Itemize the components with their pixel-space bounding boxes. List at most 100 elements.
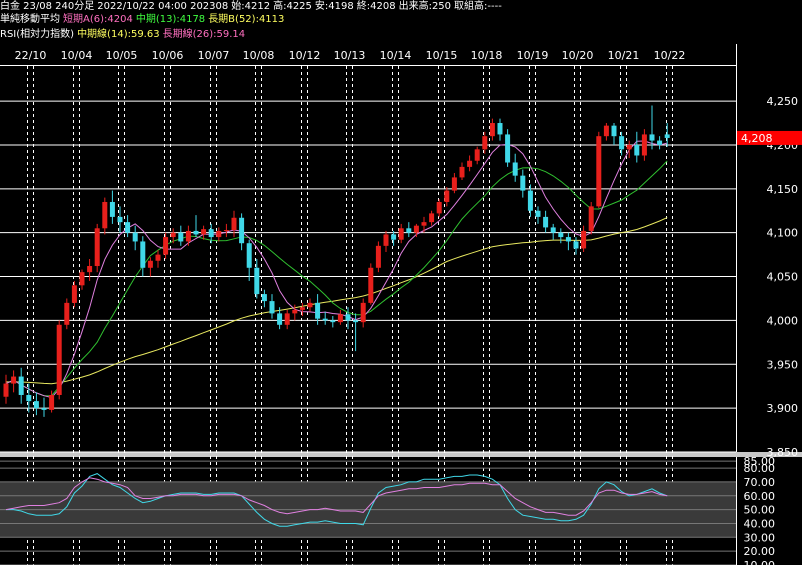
- candle-body: [512, 162, 518, 176]
- candle-body: [657, 140, 663, 145]
- quote-header: 白金 23/08 240分足 2022/10/22 04:00 202308 始:4…: [0, 0, 505, 13]
- quote-datetime: 2022/10/22 04:00 202308: [97, 1, 229, 12]
- candle-body: [603, 125, 609, 137]
- candle-body: [307, 302, 313, 308]
- candle-body: [527, 190, 533, 211]
- ma-legend: 単純移動平均 短期A(6):4204 中期(13):4178 長期B(52):4113: [0, 13, 287, 26]
- candle-body: [322, 318, 328, 321]
- rsi-tick-label: 80.00: [744, 462, 776, 475]
- rsi-tick-label: 20.00: [744, 545, 776, 558]
- date-tick-label: 10/06: [152, 49, 184, 62]
- rsi-tick-label: 40.00: [744, 517, 776, 530]
- date-tick-label: 10/19: [517, 49, 549, 62]
- candle-body: [3, 383, 9, 397]
- ma-legend-short: 短期A(6):4204: [63, 14, 133, 25]
- candle-body: [543, 216, 549, 228]
- rsi-tick-label: 85.00: [744, 455, 776, 468]
- candle-body: [467, 160, 473, 167]
- candle-body: [406, 228, 412, 233]
- ma-legend-mid: 中期(13):4178: [135, 14, 206, 25]
- candle-body: [79, 272, 85, 286]
- candle-body: [482, 136, 488, 150]
- candle-body: [474, 149, 480, 161]
- candle-body: [565, 237, 571, 242]
- candle-body: [185, 230, 191, 242]
- candle-body: [18, 376, 24, 395]
- candle-body: [520, 175, 526, 191]
- date-tick-label: 10/21: [608, 49, 640, 62]
- candle-body: [649, 134, 655, 141]
- candle-body: [11, 376, 17, 384]
- candle-body: [535, 210, 541, 217]
- ma-long-line: [5, 217, 668, 385]
- price-tick-label: 3,850: [767, 446, 799, 459]
- candle-body: [353, 320, 359, 323]
- quote-volume: 出来高:250: [398, 1, 452, 12]
- candle-body: [634, 144, 640, 156]
- candle-body: [413, 225, 419, 233]
- candle-body: [429, 213, 435, 223]
- price-tick-label: 4,250: [767, 95, 799, 108]
- candle-body: [368, 267, 374, 303]
- panel-divider: [0, 452, 802, 457]
- rsi-mid-line: [5, 477, 668, 516]
- candle-body: [102, 201, 108, 229]
- quote-high: 高:4225: [273, 1, 312, 12]
- rsi-tick-label: 70.00: [744, 476, 776, 489]
- candle-body: [87, 266, 93, 273]
- candle-body: [421, 222, 427, 226]
- candle-body: [558, 232, 564, 238]
- candle-body: [315, 302, 321, 319]
- candle-body: [26, 394, 32, 402]
- candle-body: [125, 222, 131, 233]
- date-tick-label: 10/05: [106, 49, 138, 62]
- candle-body: [56, 324, 62, 395]
- candle-body: [254, 267, 260, 295]
- candle-body: [451, 177, 457, 191]
- candle-body: [71, 285, 77, 303]
- candle-body: [337, 314, 343, 323]
- candle-body: [619, 136, 625, 150]
- candle-body: [398, 228, 404, 240]
- candle-body: [132, 232, 138, 242]
- price-tick-label: 4,150: [767, 183, 799, 196]
- candle-body: [170, 232, 176, 238]
- candle-body: [391, 234, 397, 240]
- candle-body: [497, 123, 503, 135]
- rsi-legend-mid: 中期線(14):59.63: [77, 29, 160, 40]
- candle-body: [261, 294, 267, 302]
- candle-body: [626, 144, 632, 150]
- candle-body: [201, 229, 207, 235]
- date-tick-label: 22/10: [15, 49, 47, 62]
- candle-body: [147, 260, 153, 268]
- date-tick-label: 10/08: [243, 49, 275, 62]
- candle-body: [292, 309, 298, 314]
- candle-body: [33, 401, 39, 409]
- date-tick-label: 10/22: [654, 49, 686, 62]
- rsi-tick-label: 10.00: [744, 559, 776, 565]
- price-tick-label: 3,900: [767, 402, 799, 415]
- rsi-long-line: [6, 473, 668, 527]
- candle-body: [573, 241, 579, 249]
- date-tick-label: 10/13: [334, 49, 366, 62]
- candle-body: [383, 234, 389, 246]
- quote-open: 始:4212: [231, 1, 271, 12]
- candle-body: [299, 307, 305, 310]
- ma-legend-title: 単純移動平均: [0, 14, 60, 25]
- candle-body: [231, 217, 237, 231]
- candle-body: [444, 190, 450, 202]
- candle-body: [489, 123, 495, 137]
- candle-body: [155, 254, 161, 261]
- candle-body: [641, 134, 647, 156]
- price-tick-label: 4,100: [767, 227, 799, 240]
- candle-body: [193, 230, 199, 235]
- price-tick-label: 3,950: [767, 358, 799, 371]
- rsi-legend: RSI(相対力指数) 中期線(14):59.63 長期線(26):59.14: [0, 28, 248, 41]
- candle-body: [269, 301, 275, 314]
- candle-body: [436, 201, 442, 214]
- ma-short-line: [5, 140, 668, 399]
- candle-body: [117, 216, 123, 223]
- candle-body: [459, 166, 465, 178]
- candle-body: [277, 313, 283, 325]
